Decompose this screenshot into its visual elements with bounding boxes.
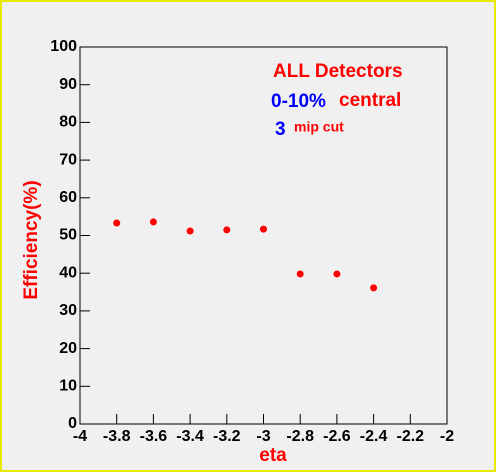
y-tick-label: 50 — [59, 227, 77, 244]
data-point — [370, 284, 378, 292]
y-tick-label: 80 — [59, 114, 77, 131]
y-tick-label: 60 — [59, 189, 77, 206]
y-tick-label: 0 — [68, 415, 77, 432]
annotation: ALL Detectors — [273, 61, 403, 82]
y-tick-label: 70 — [59, 151, 77, 168]
y-tick-label: 30 — [59, 302, 77, 319]
data-point — [260, 225, 267, 233]
y-tick-label: 90 — [59, 76, 77, 93]
data-point — [333, 270, 341, 278]
x-tick-label: -3.2 — [213, 428, 241, 445]
data-point — [186, 227, 194, 235]
x-tick-label: -3.6 — [140, 428, 168, 445]
x-tick-label: -2 — [440, 428, 454, 445]
x-tick-label: -2.4 — [360, 428, 388, 445]
x-tick-label: -3 — [256, 428, 270, 445]
annotation: central — [339, 90, 401, 111]
data-point — [296, 270, 304, 278]
x-axis-label: eta — [259, 445, 287, 466]
y-tick-label: 10 — [59, 378, 77, 395]
y-tick-label: 100 — [50, 38, 77, 55]
annotation: mip cut — [294, 119, 344, 135]
annotation: 0-10% — [271, 91, 326, 112]
data-point — [113, 219, 121, 227]
x-tick-label: -3.4 — [176, 428, 204, 445]
x-tick-label: -2.8 — [286, 428, 314, 445]
x-tick-label: -3.8 — [103, 428, 131, 445]
y-tick-label: 40 — [59, 264, 77, 281]
data-point — [149, 218, 157, 226]
plot-frame — [79, 46, 448, 425]
x-tick-label: -4 — [73, 428, 87, 445]
y-tick-label: 20 — [59, 340, 77, 357]
data-point — [223, 226, 231, 234]
x-tick-label: -2.2 — [397, 428, 425, 445]
annotation: 3 — [275, 119, 286, 140]
y-axis-label: Efficiency(%) — [21, 180, 42, 299]
x-tick-label: -2.6 — [323, 428, 351, 445]
